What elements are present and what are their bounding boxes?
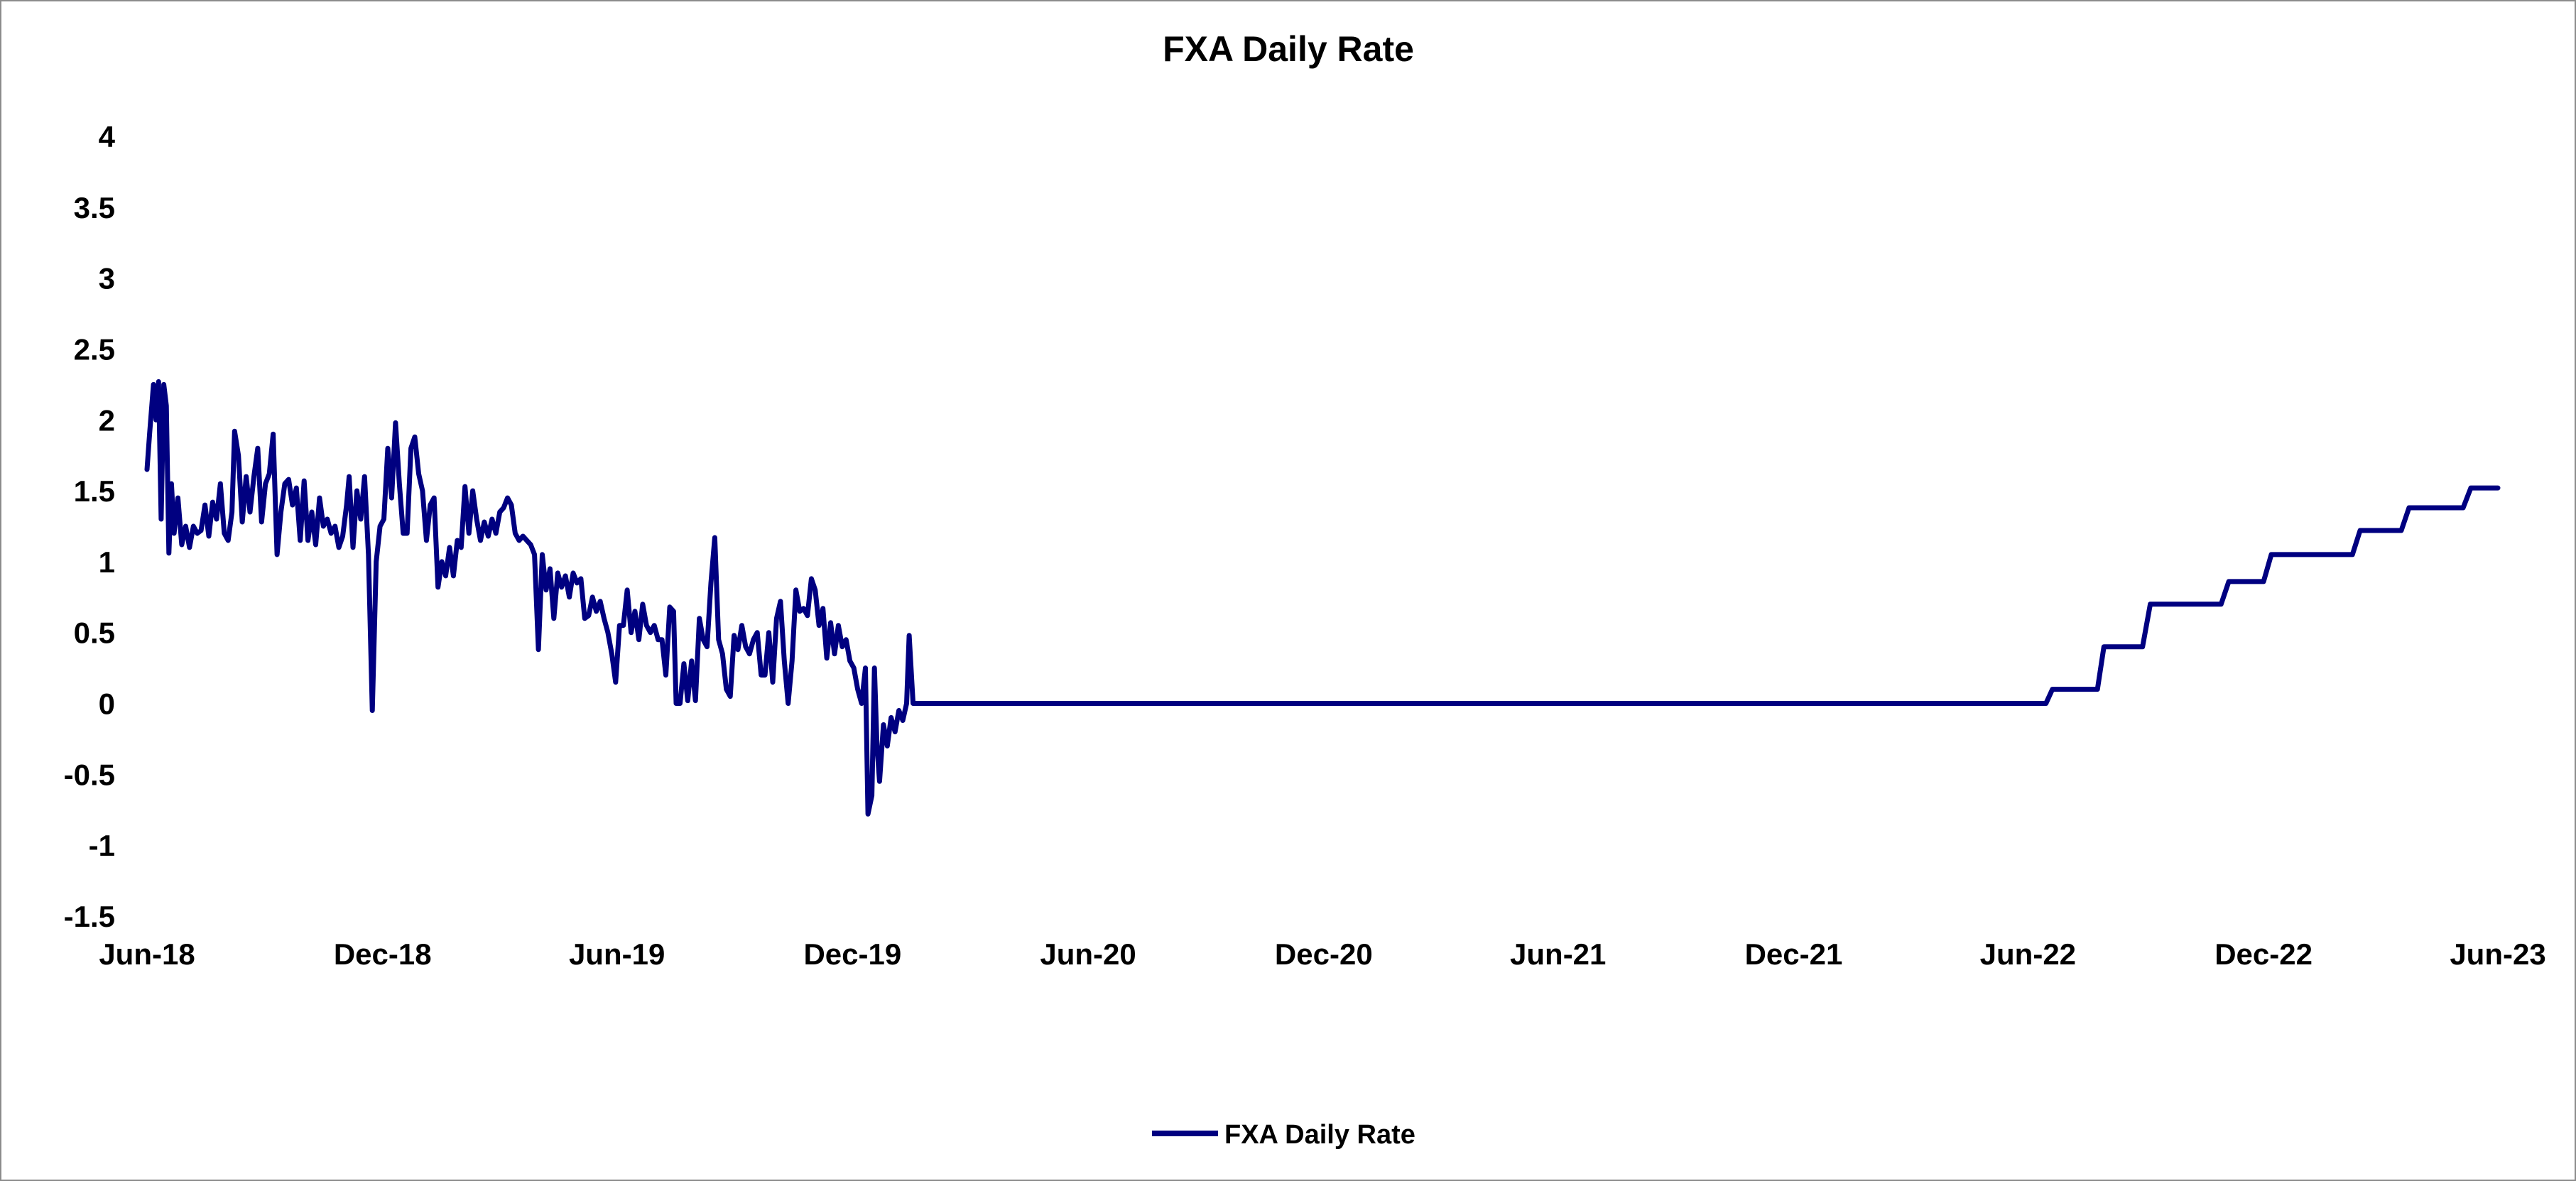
x-tick-label: Jun-22 (1980, 937, 2076, 971)
y-tick-label: 2 (99, 403, 115, 437)
y-tick-label: 0.5 (74, 616, 115, 650)
legend: FXA Daily Rate (1152, 1120, 1415, 1150)
x-axis-ticks: Jun-18 Dec-18 Jun-19 Dec-19 Jun-20 Dec-20 Jun-… (99, 937, 2545, 971)
x-tick-label: Dec-22 (2214, 937, 2313, 971)
y-tick-label: 1.5 (74, 474, 115, 508)
x-tick-label: Jun-18 (99, 937, 195, 971)
series-line (144, 379, 2501, 817)
y-tick-label: -1.5 (64, 900, 115, 933)
legend-label: FXA Daily Rate (1224, 1120, 1415, 1150)
x-tick-label: Dec-19 (803, 937, 901, 971)
y-tick-label: 1 (99, 545, 115, 579)
x-tick-label: Jun-21 (1510, 937, 1606, 971)
y-axis-ticks: 4 3.5 3 2.5 2 1.5 1 0.5 0 -0.5 -1 -1.5 (64, 120, 116, 933)
x-tick-label: Jun-19 (569, 937, 665, 971)
x-tick-label: Jun-23 (2450, 937, 2545, 971)
y-tick-label: -1 (89, 829, 115, 862)
x-tick-label: Jun-20 (1040, 937, 1136, 971)
y-tick-label: 4 (99, 120, 116, 153)
y-tick-label: 0 (99, 687, 115, 721)
y-tick-label: -0.5 (64, 758, 115, 791)
chart-title: FXA Daily Rate (1163, 29, 1414, 69)
x-tick-label: Dec-18 (334, 937, 432, 971)
y-tick-label: 2.5 (74, 332, 115, 366)
x-tick-label: Dec-20 (1275, 937, 1373, 971)
y-tick-label: 3.5 (74, 191, 115, 224)
y-tick-label: 3 (99, 262, 115, 295)
x-tick-label: Dec-21 (1745, 937, 1843, 971)
series-layer (144, 379, 2501, 817)
